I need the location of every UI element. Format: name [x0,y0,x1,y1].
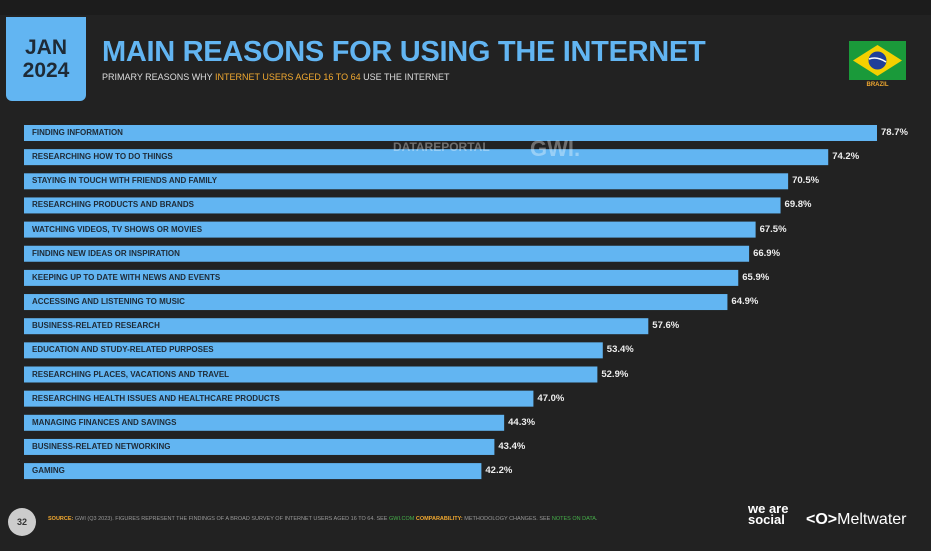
comparability-text: METHODOLOGY CHANGES. SEE [462,516,552,522]
category-label: EDUCATION AND STUDY-RELATED PURPOSES [32,345,214,355]
category-label: MANAGING FINANCES AND SAVINGS [32,417,177,427]
value-label: 64.9% [731,296,759,308]
source-label: SOURCE: [48,516,74,522]
brazil-flag-icon [849,41,906,80]
bar [24,318,649,335]
datareportal-watermark: DATAREPORTAL [393,140,490,154]
subtitle-post: USE THE INTERNET [360,72,450,82]
category-label: BUSINESS-RELATED NETWORKING [32,441,171,451]
source-note: SOURCE: GWI (Q3 2023). FIGURES REPRESENT… [48,516,598,522]
subtitle-pre: PRIMARY REASONS WHY [102,72,216,82]
page-title: MAIN REASONS FOR USING THE INTERNET [102,36,706,68]
bar-chart [24,125,877,480]
gwi-link[interactable]: GWI.COM [389,516,415,522]
value-label: 42.2% [485,465,513,477]
value-label: 53.4% [606,344,634,356]
bar [24,125,877,141]
value-label: 74.2% [832,151,860,163]
category-label: KEEPING UP TO DATE WITH NEWS AND EVENTS [32,272,221,282]
bar [24,463,482,480]
category-label: RESEARCHING HOW TO DO THINGS [32,152,173,162]
value-label: 70.5% [792,175,820,187]
page-subtitle: PRIMARY REASONS WHY INTERNET USERS AGED … [102,72,449,82]
bar [24,173,789,190]
bar [24,269,739,286]
value-label: 52.9% [601,368,629,380]
category-label: FINDING INFORMATION [32,128,123,137]
bar [24,149,829,166]
value-label: 47.0% [537,392,565,404]
date-badge: JAN 2024 [6,17,86,101]
category-label: RESEARCHING PRODUCTS AND BRANDS [32,200,194,210]
we-are-social-logo: we are social [748,501,789,527]
country-label: BRAZIL [866,82,889,88]
value-label: 44.3% [508,416,536,428]
subtitle-highlight: INTERNET USERS AGED 16 TO 64 [215,72,361,82]
category-label: FINDING NEW IDEAS OR INSPIRATION [32,248,180,258]
meltwater-logo: <O>Meltwater [806,511,907,528]
category-label: BUSINESS-RELATED RESEARCH [32,321,160,331]
category-label: STAYING IN TOUCH WITH FRIENDS AND FAMILY [32,176,218,186]
category-label: WATCHING VIDEOS, TV SHOWS OR MOVIES [32,224,203,234]
bar [24,221,756,238]
bar [24,438,495,455]
category-label: RESEARCHING HEALTH ISSUES AND HEALTHCARE… [32,393,280,403]
gwi-watermark: GWI. [530,136,581,161]
bar [24,366,598,383]
meltwater-text: Meltwater [837,511,907,528]
bar [24,197,781,214]
value-label: 78.7% [881,127,908,138]
value-label: 69.8% [784,199,812,211]
category-label: GAMING [32,466,65,476]
bar [24,390,534,407]
bar [24,342,603,359]
value-label: 43.4% [498,440,526,452]
bar [24,414,505,431]
date-month: JAN [24,36,67,59]
value-label: 67.5% [759,223,787,235]
category-label: RESEARCHING PLACES, VACATIONS AND TRAVEL [32,369,230,379]
bar [24,245,750,262]
bar [24,294,728,311]
value-label: 66.9% [753,247,781,259]
value-label: 57.6% [652,320,680,332]
page-number: 32 [8,508,36,536]
top-strip [0,0,931,15]
notes-end: . [595,516,598,522]
notes-link[interactable]: NOTES ON DATA [551,516,596,522]
category-label: ACCESSING AND LISTENING TO MUSIC [32,297,185,307]
source-text: GWI (Q3 2023). FIGURES REPRESENT THE FIN… [73,516,389,522]
value-label: 65.9% [742,271,770,283]
comparability-label: COMPARABILITY: [414,516,463,522]
date-year: 2024 [22,59,70,82]
